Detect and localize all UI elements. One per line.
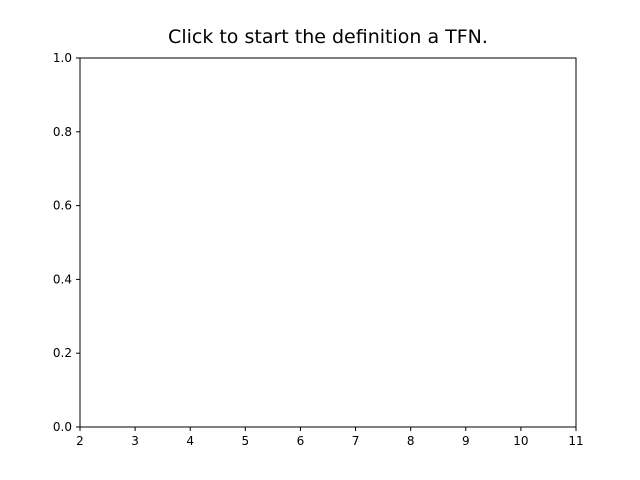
x-tick-label: 3 bbox=[131, 434, 139, 448]
y-tick-label: 0.2 bbox=[53, 346, 72, 360]
x-tick-label: 10 bbox=[513, 434, 528, 448]
x-tick-label: 6 bbox=[297, 434, 305, 448]
x-tick-label: 4 bbox=[186, 434, 194, 448]
y-tick-label: 0.0 bbox=[53, 420, 72, 434]
y-tick-label: 0.6 bbox=[53, 199, 72, 213]
x-tick-label: 7 bbox=[352, 434, 360, 448]
y-axis: 0.0 0.2 0.4 0.6 0.8 1.0 bbox=[53, 51, 80, 434]
chart-title: Click to start the definition a TFN. bbox=[168, 26, 488, 48]
x-tick-label: 9 bbox=[462, 434, 470, 448]
plot-area[interactable] bbox=[80, 58, 576, 427]
x-tick-label: 5 bbox=[242, 434, 250, 448]
y-tick-label: 0.8 bbox=[53, 125, 72, 139]
x-tick-label: 2 bbox=[76, 434, 84, 448]
x-axis: 2 3 4 5 6 7 8 9 10 11 bbox=[76, 427, 584, 448]
plot-frame bbox=[79, 57, 577, 428]
y-tick-label: 0.4 bbox=[53, 272, 72, 286]
x-tick-label: 8 bbox=[407, 434, 415, 448]
y-tick-label: 1.0 bbox=[53, 51, 72, 65]
x-tick-label: 11 bbox=[568, 434, 583, 448]
